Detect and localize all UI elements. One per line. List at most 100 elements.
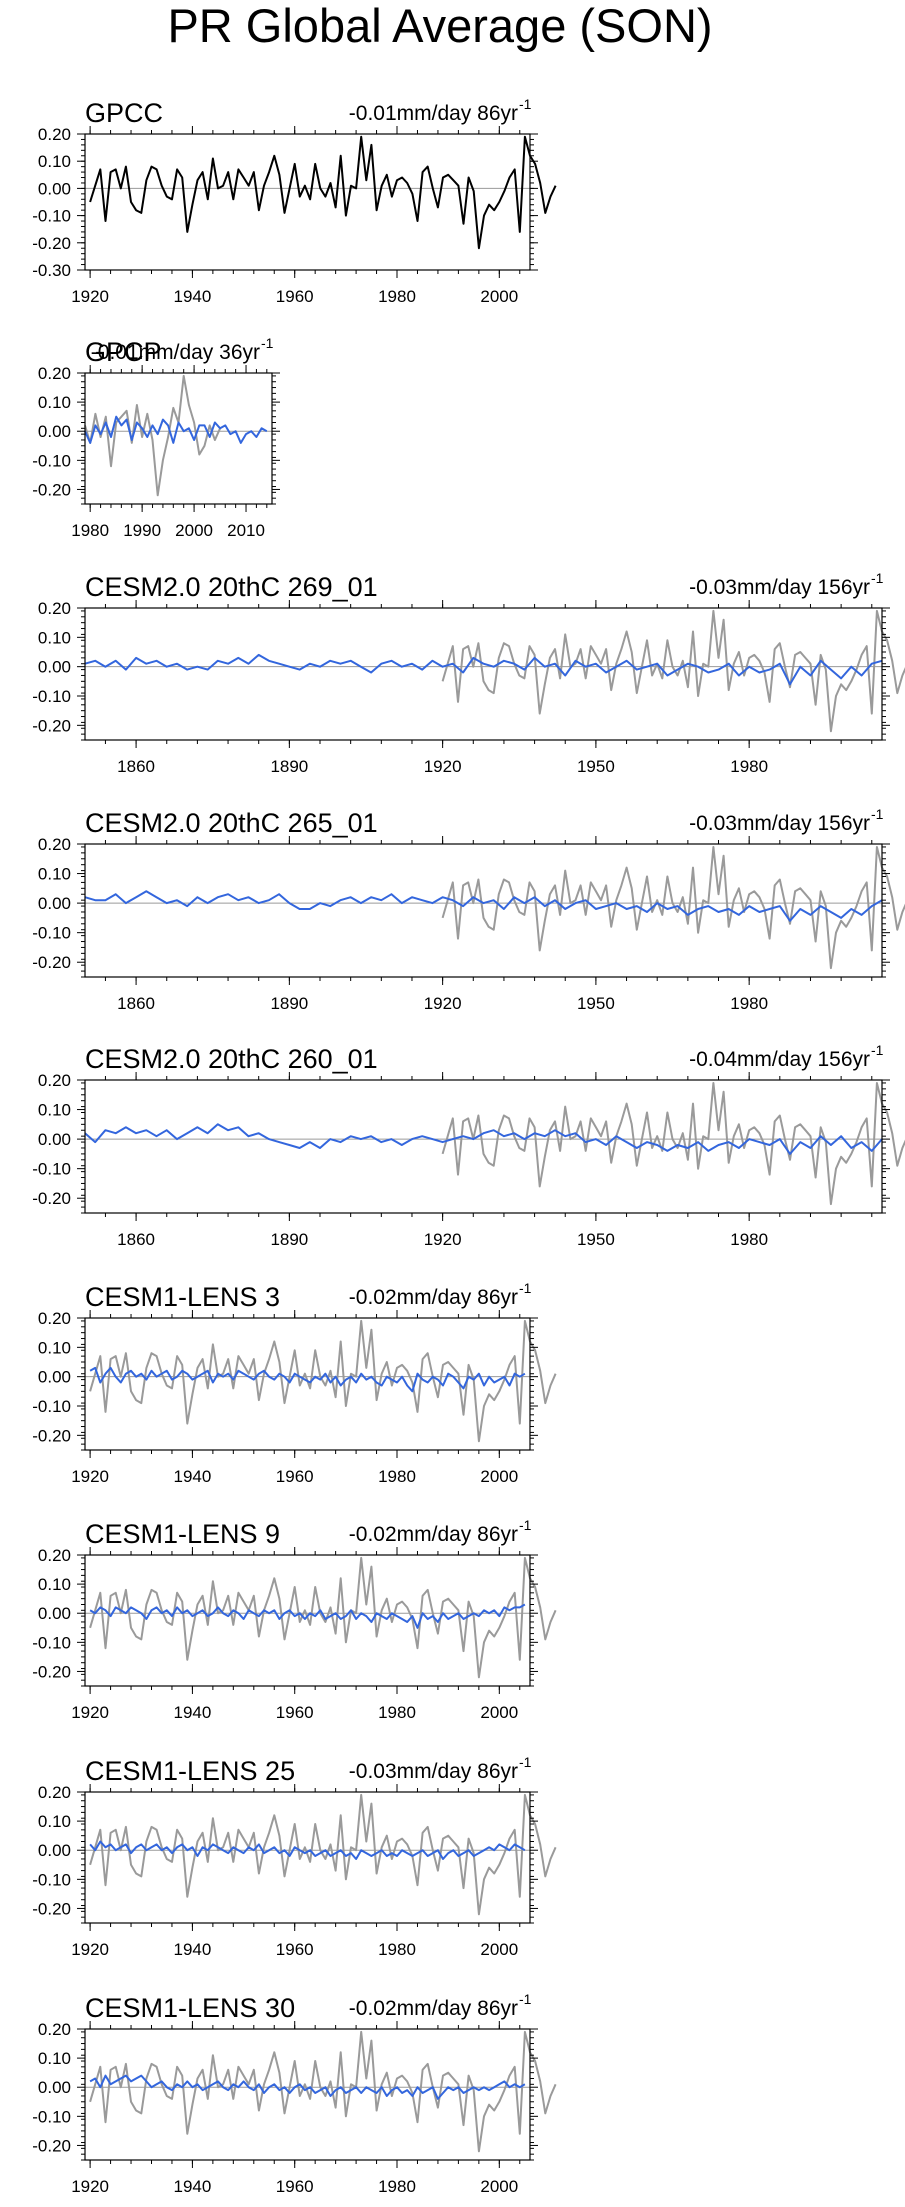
trend-text: -0.01mm/day 36yr: [91, 341, 260, 364]
x-tick-label: 1960: [276, 287, 314, 306]
panel-label: CESM1-LENS 25: [85, 1756, 295, 1786]
plot-frame: [84, 1554, 531, 1687]
chart-panel: 0.20 0.10 0.00 -0.10 -0.20 1920 1940 1960 1980 20…: [32, 1517, 557, 1722]
trend-exponent: -1: [871, 1042, 884, 1058]
series-line-reference: [89, 1319, 557, 1443]
trend-exponent: -1: [519, 1517, 532, 1533]
panel-label: CESM2.0 20thC 269_01: [85, 572, 378, 602]
trend-text: -0.02mm/day 86yr: [349, 1286, 518, 1309]
x-tick-label: 1920: [71, 2177, 109, 2196]
plot-frame: [84, 133, 531, 271]
plot-frame: [84, 1317, 531, 1451]
x-tick-label: 1980: [378, 1703, 416, 1722]
x-tick-label: 2000: [480, 1467, 518, 1486]
panel-label: CESM1-LENS 9: [85, 1519, 280, 1549]
series-line-model: [84, 1123, 883, 1155]
series-line-model: [84, 890, 883, 922]
y-tick-label: 0.20: [38, 2020, 71, 2039]
x-tick-label: 1980: [730, 1230, 768, 1249]
y-tick-label: 0.20: [38, 1071, 71, 1090]
y-tick-label: 0.00: [38, 658, 71, 677]
trend-exponent: -1: [261, 335, 274, 351]
y-tick-label: 0.20: [38, 599, 71, 618]
x-tick-label: 1920: [71, 287, 109, 306]
y-tick-label: 0.10: [38, 1575, 71, 1594]
x-tick-label: 1920: [424, 994, 462, 1013]
trend-text: -0.02mm/day 86yr: [349, 1997, 518, 2020]
trend-exponent: -1: [519, 96, 532, 112]
trend-exponent: -1: [519, 1280, 532, 1296]
y-tick-label: -0.10: [32, 1633, 71, 1652]
x-tick-label: 1920: [424, 1230, 462, 1249]
plot-frame: [84, 1079, 883, 1214]
panel-label: CESM1-LENS 30: [85, 1993, 295, 2023]
y-tick-label: -0.20: [32, 953, 71, 972]
y-tick-label: 0.10: [38, 393, 71, 412]
plot-frame: [84, 607, 883, 741]
x-tick-label: 2010: [227, 521, 265, 540]
y-tick-label: 0.10: [38, 152, 71, 171]
x-tick-label: 1940: [173, 1940, 211, 1959]
series-line-model: [89, 1603, 526, 1629]
x-tick-label: 1980: [71, 521, 109, 540]
x-tick-label: 1920: [424, 757, 462, 776]
series-line-model: [84, 415, 268, 444]
x-tick-label: 1940: [173, 287, 211, 306]
x-tick-label: 1990: [123, 521, 161, 540]
y-tick-label: -0.20: [32, 1189, 71, 1208]
trend-exponent: -1: [519, 1991, 532, 2007]
y-tick-label: 0.00: [38, 179, 71, 198]
x-tick-label: 1950: [577, 1230, 615, 1249]
y-tick-label: 0.00: [38, 894, 71, 913]
y-tick-label: 0.10: [38, 2049, 71, 2068]
series-line-model: [89, 1366, 526, 1393]
y-tick-label: 0.20: [38, 1309, 71, 1328]
x-tick-label: 1860: [117, 1230, 155, 1249]
x-tick-label: 1960: [276, 1940, 314, 1959]
x-tick-label: 1960: [276, 2177, 314, 2196]
x-tick-label: 1940: [173, 1703, 211, 1722]
x-tick-label: 1950: [577, 994, 615, 1013]
y-tick-label: -0.10: [32, 1160, 71, 1179]
x-tick-label: 2000: [480, 1940, 518, 1959]
y-tick-label: -0.20: [32, 234, 71, 253]
y-tick-label: 0.10: [38, 1812, 71, 1831]
y-tick-label: 0.20: [38, 125, 71, 144]
y-tick-label: 0.00: [38, 1368, 71, 1387]
series-line-observed: [89, 135, 557, 250]
series-line-model: [89, 1840, 526, 1860]
series-line-reference: [89, 1793, 557, 1916]
x-tick-label: 1950: [577, 757, 615, 776]
y-tick-label: 0.00: [38, 422, 71, 441]
y-tick-label: 0.10: [38, 628, 71, 647]
y-tick-label: -0.10: [32, 1870, 71, 1889]
x-tick-label: 1980: [378, 287, 416, 306]
trend-text: -0.03mm/day 86yr: [349, 1760, 518, 1783]
y-tick-label: 0.20: [38, 364, 71, 383]
x-tick-label: 1980: [378, 1467, 416, 1486]
series-line-model: [84, 653, 883, 686]
series-line-reference: [441, 1082, 905, 1206]
y-tick-label: -0.20: [32, 480, 71, 499]
trend-text: -0.04mm/day 156yr: [689, 1048, 870, 1071]
series-line-reference: [89, 1556, 557, 1679]
y-tick-label: -0.10: [32, 451, 71, 470]
x-tick-label: 2000: [175, 521, 213, 540]
y-tick-label: 0.10: [38, 1338, 71, 1357]
plot-frame: [84, 2028, 531, 2161]
x-tick-label: 2000: [480, 287, 518, 306]
panel-label: CESM2.0 20thC 265_01: [85, 808, 378, 838]
trend-text: -0.03mm/day 156yr: [689, 812, 870, 835]
chart-panel: 0.20 0.10 0.00 -0.10 -0.20 1920 1940 1960 1980 20…: [32, 1991, 557, 2196]
x-tick-label: 1940: [173, 2177, 211, 2196]
plot-frame: [84, 1791, 531, 1924]
x-tick-label: 1960: [276, 1703, 314, 1722]
y-tick-label: 0.00: [38, 1604, 71, 1623]
y-tick-label: -0.20: [32, 1662, 71, 1681]
y-tick-label: 0.00: [38, 1130, 71, 1149]
y-tick-label: -0.10: [32, 207, 71, 226]
trend-exponent: -1: [871, 806, 884, 822]
y-tick-label: -0.20: [32, 2136, 71, 2155]
x-tick-label: 1860: [117, 994, 155, 1013]
